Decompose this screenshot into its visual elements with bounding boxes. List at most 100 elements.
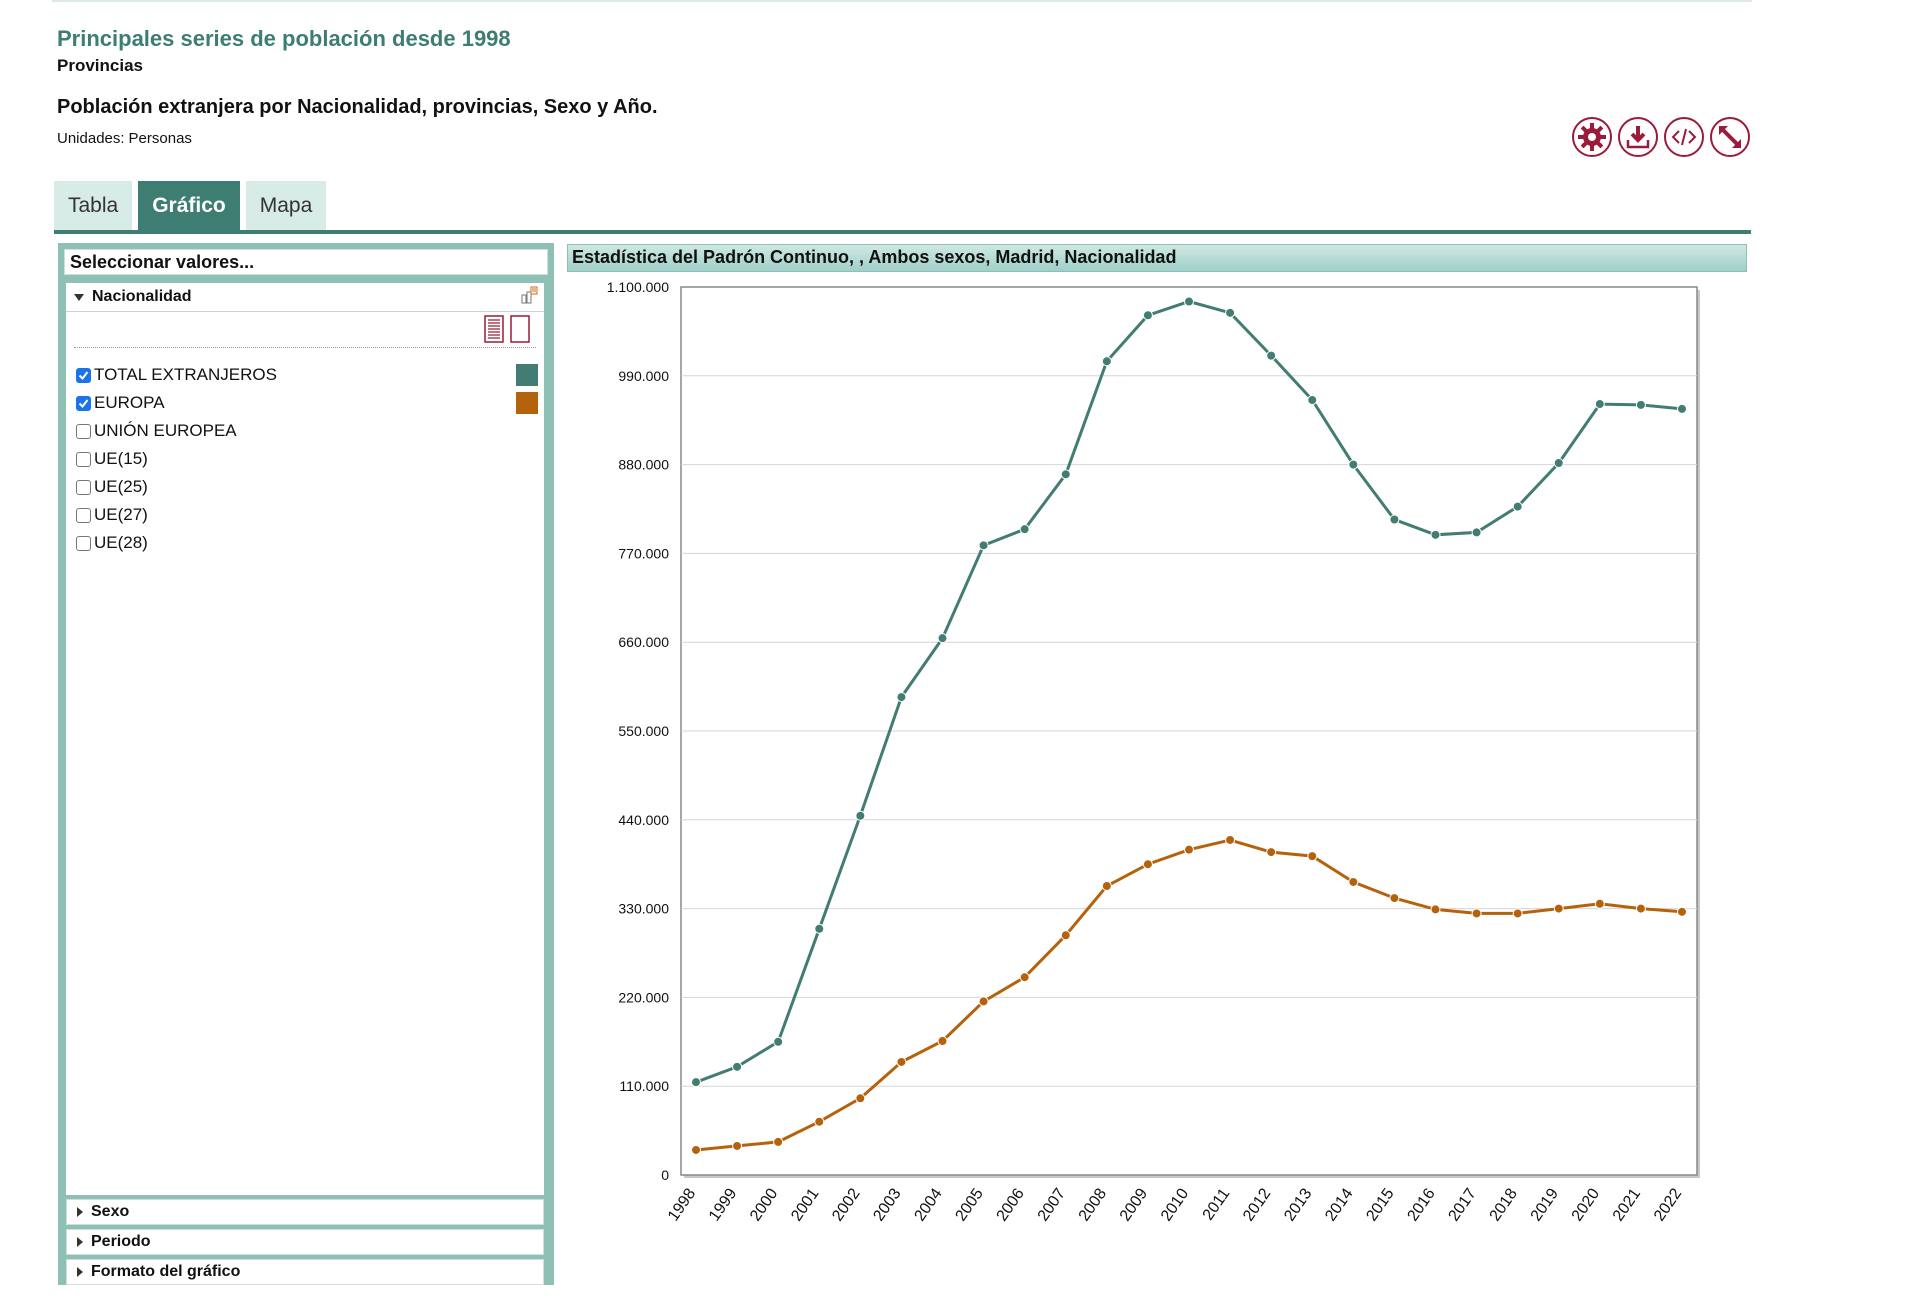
y-tick-label: 440.000 bbox=[618, 812, 669, 828]
data-point bbox=[855, 810, 866, 821]
data-point bbox=[1101, 356, 1112, 367]
y-tick-label: 770.000 bbox=[618, 545, 669, 561]
x-tick-label: 2005 bbox=[953, 1185, 987, 1224]
data-point bbox=[1184, 296, 1194, 307]
chart-title: Estadística del Padrón Continuo, , Ambos… bbox=[567, 244, 1747, 272]
checkbox[interactable] bbox=[76, 507, 91, 523]
checkbox[interactable] bbox=[76, 535, 91, 551]
option-ue25[interactable]: UE(25) bbox=[76, 473, 538, 501]
data-point bbox=[1512, 908, 1523, 919]
tab-grafico[interactable]: Gráfico bbox=[138, 181, 240, 231]
code-icon bbox=[1671, 128, 1697, 146]
fullscreen-button[interactable] bbox=[1710, 117, 1750, 157]
download-icon bbox=[1626, 126, 1650, 149]
option-label: UE(15) bbox=[94, 449, 148, 468]
option-union-europea[interactable]: UNIÓN EUROPEA bbox=[76, 417, 538, 445]
caret-right-icon bbox=[77, 1207, 83, 1217]
x-tick-label: 2010 bbox=[1158, 1185, 1192, 1224]
option-europa[interactable]: EUROPA bbox=[76, 389, 538, 417]
data-point bbox=[1307, 395, 1318, 406]
data-point bbox=[732, 1140, 743, 1151]
chart-options-icon[interactable] bbox=[520, 285, 540, 305]
units-label: Unidades: bbox=[57, 130, 125, 147]
data-point bbox=[814, 1116, 825, 1127]
x-tick-label: 2000 bbox=[747, 1185, 781, 1224]
select-all-icon[interactable] bbox=[484, 315, 504, 343]
checkbox[interactable] bbox=[76, 451, 91, 467]
deselect-all-icon[interactable] bbox=[510, 315, 530, 343]
settings-button[interactable] bbox=[1572, 117, 1612, 157]
data-point bbox=[896, 1056, 907, 1067]
x-tick-label: 2001 bbox=[788, 1185, 822, 1224]
data-point bbox=[1635, 903, 1646, 914]
units: Unidades: Personas bbox=[57, 130, 192, 147]
data-point bbox=[1471, 908, 1482, 919]
y-tick-label: 880.000 bbox=[618, 457, 669, 473]
selection-panel: Seleccionar valores... Nacionalidad bbox=[58, 243, 554, 1285]
line-chart: 0 110.000 220.000 330.000 440.000 550.000 660.… bbox=[607, 279, 1700, 1224]
data-point bbox=[1225, 834, 1236, 845]
option-label: UNIÓN EUROPEA bbox=[94, 421, 237, 440]
y-tick-label: 0 bbox=[661, 1167, 669, 1183]
x-tick-label: 2009 bbox=[1117, 1185, 1151, 1224]
accordion-label: Formato del gráfico bbox=[91, 1263, 241, 1280]
nacionalidad-toggle[interactable]: Nacionalidad bbox=[66, 283, 544, 312]
nacionalidad-section: Nacionalidad TOTAL EXTRANJEROS bbox=[66, 283, 544, 1195]
x-tick-label: 2003 bbox=[870, 1185, 904, 1224]
download-button[interactable] bbox=[1618, 117, 1658, 157]
x-tick-label: 2002 bbox=[829, 1185, 863, 1224]
x-tick-label: 2012 bbox=[1240, 1185, 1274, 1224]
accordion-label: Sexo bbox=[91, 1203, 130, 1220]
data-point bbox=[1553, 457, 1564, 468]
y-tick-label: 990.000 bbox=[618, 368, 669, 384]
data-point bbox=[1430, 904, 1441, 915]
page-subtitle: Provincias bbox=[57, 56, 143, 75]
check-icon bbox=[78, 370, 89, 380]
accordion-sexo[interactable]: Sexo bbox=[66, 1199, 544, 1225]
x-tick-label: 2020 bbox=[1569, 1185, 1603, 1224]
data-point bbox=[978, 540, 989, 551]
data-point bbox=[1430, 529, 1441, 540]
option-label: EUROPA bbox=[94, 393, 165, 412]
data-point bbox=[1101, 880, 1112, 891]
data-point bbox=[1594, 898, 1605, 909]
gear-icon bbox=[1578, 123, 1606, 151]
checkbox[interactable] bbox=[76, 423, 91, 439]
option-ue28[interactable]: UE(28) bbox=[76, 529, 538, 557]
table-title: Población extranjera por Nacionalidad, p… bbox=[57, 96, 658, 118]
x-tick-label: 2017 bbox=[1446, 1185, 1480, 1224]
accordion-formato-grafico[interactable]: Formato del gráfico bbox=[66, 1259, 544, 1285]
data-point bbox=[1060, 930, 1071, 941]
page-title: Principales series de población desde 19… bbox=[57, 26, 511, 51]
data-point bbox=[1635, 399, 1646, 410]
x-tick-label: 2018 bbox=[1487, 1185, 1521, 1224]
accordion-periodo[interactable]: Periodo bbox=[66, 1229, 544, 1255]
option-total-extranjeros[interactable]: TOTAL EXTRANJEROS bbox=[76, 361, 538, 389]
caret-down-icon bbox=[74, 293, 84, 301]
option-label: UE(28) bbox=[94, 533, 148, 552]
x-tick-label: 2016 bbox=[1404, 1185, 1438, 1224]
data-point bbox=[1225, 307, 1236, 318]
data-point bbox=[1471, 527, 1482, 538]
data-point bbox=[896, 692, 907, 703]
option-ue15[interactable]: UE(15) bbox=[76, 445, 538, 473]
data-point bbox=[1307, 851, 1318, 862]
units-value: Personas bbox=[128, 130, 192, 147]
option-ue27[interactable]: UE(27) bbox=[76, 501, 538, 529]
tab-mapa[interactable]: Mapa bbox=[245, 181, 327, 231]
nacionalidad-label: Nacionalidad bbox=[92, 288, 192, 305]
accordion-label: Periodo bbox=[91, 1233, 151, 1250]
data-point bbox=[1142, 859, 1153, 870]
top-rule bbox=[52, 0, 1752, 2]
nacionalidad-options: TOTAL EXTRANJEROS EUROPA UNIÓN EUROPEA U… bbox=[76, 361, 538, 557]
embed-code-button[interactable] bbox=[1664, 117, 1704, 157]
data-point bbox=[978, 996, 989, 1007]
checkbox-checked[interactable] bbox=[76, 395, 91, 411]
checkbox-checked[interactable] bbox=[76, 367, 91, 383]
data-point bbox=[814, 923, 825, 934]
tab-tabla[interactable]: Tabla bbox=[54, 181, 133, 231]
data-point bbox=[1266, 350, 1277, 361]
data-point bbox=[1266, 847, 1277, 858]
checkbox[interactable] bbox=[76, 479, 91, 495]
y-tick-label: 550.000 bbox=[618, 723, 669, 739]
